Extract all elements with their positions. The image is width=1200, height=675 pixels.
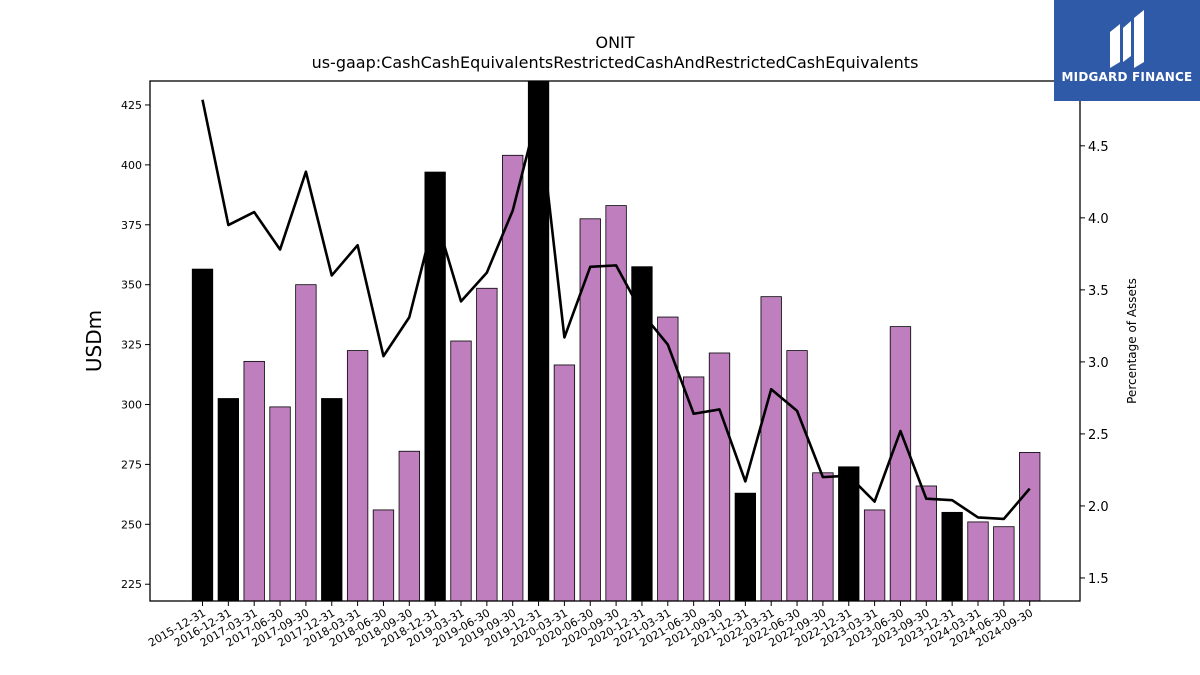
bar	[708, 352, 731, 602]
bar	[217, 398, 240, 602]
midgard-finance-logo: MIDGARD FINANCE	[1054, 0, 1200, 101]
plot-frame	[149, 80, 1081, 602]
bar	[838, 466, 860, 602]
bar	[476, 287, 498, 602]
y-tick-label: 300	[121, 399, 142, 412]
y2-tick-label: 4.5	[1088, 140, 1109, 155]
y-tick-label: 225	[121, 578, 142, 591]
y2-tick-label: 2.5	[1088, 428, 1109, 443]
y-axis: 225 250 275 300 325 350 375 400 425	[121, 99, 150, 591]
bar	[734, 492, 756, 602]
bar	[657, 316, 679, 602]
y-tick-label: 350	[121, 279, 142, 292]
bar-series	[191, 80, 1041, 602]
bar	[553, 364, 576, 602]
y2-tick-label: 2.0	[1088, 500, 1109, 515]
midgard-logo-icon	[1110, 10, 1144, 68]
bar	[786, 350, 808, 602]
bar	[502, 154, 524, 602]
chart-subtitle: us-gaap:CashCashEquivalentsRestrictedCas…	[312, 53, 919, 72]
bar	[967, 521, 989, 602]
y2-axis-label: Percentage of Assets	[1125, 278, 1139, 404]
bar	[269, 406, 291, 602]
bar	[579, 218, 601, 602]
bar	[915, 485, 937, 602]
bar	[450, 340, 472, 602]
percentage-line	[201, 99, 1031, 521]
bar	[372, 509, 395, 602]
bar	[191, 268, 214, 602]
bar	[760, 296, 782, 602]
bar	[889, 326, 912, 602]
y-tick-label: 250	[121, 518, 142, 531]
y-tick-label: 375	[121, 219, 142, 232]
bar	[243, 360, 265, 602]
bar	[631, 266, 653, 602]
bar	[863, 509, 886, 602]
bar	[812, 472, 834, 602]
bar	[527, 80, 550, 602]
bar	[941, 511, 963, 602]
bar	[346, 350, 369, 602]
logo-text: MIDGARD FINANCE	[1061, 70, 1193, 84]
bar	[321, 398, 343, 602]
y-tick-label: 400	[121, 159, 142, 172]
y2-tick-label: 1.5	[1088, 572, 1109, 587]
y-tick-label: 425	[121, 99, 142, 112]
chart-title: ONIT	[595, 33, 634, 52]
line-series	[201, 99, 1031, 521]
bar	[993, 526, 1015, 602]
y-axis-label: USDm	[82, 310, 106, 372]
y2-tick-label: 3.5	[1088, 284, 1109, 299]
y-tick-label: 275	[121, 458, 142, 471]
x-axis: 2015-12-312016-12-312017-03-312017-06-30…	[146, 601, 1035, 650]
bar	[1019, 452, 1041, 602]
bar	[295, 284, 317, 602]
bar	[398, 450, 420, 602]
y-tick-label: 325	[121, 339, 142, 352]
y2-tick-label: 4.0	[1088, 212, 1109, 227]
y2-axis: 1.5 2.0 2.5 3.0 3.5 4.0 4.5	[1080, 140, 1109, 587]
y2-tick-label: 3.0	[1088, 356, 1109, 371]
